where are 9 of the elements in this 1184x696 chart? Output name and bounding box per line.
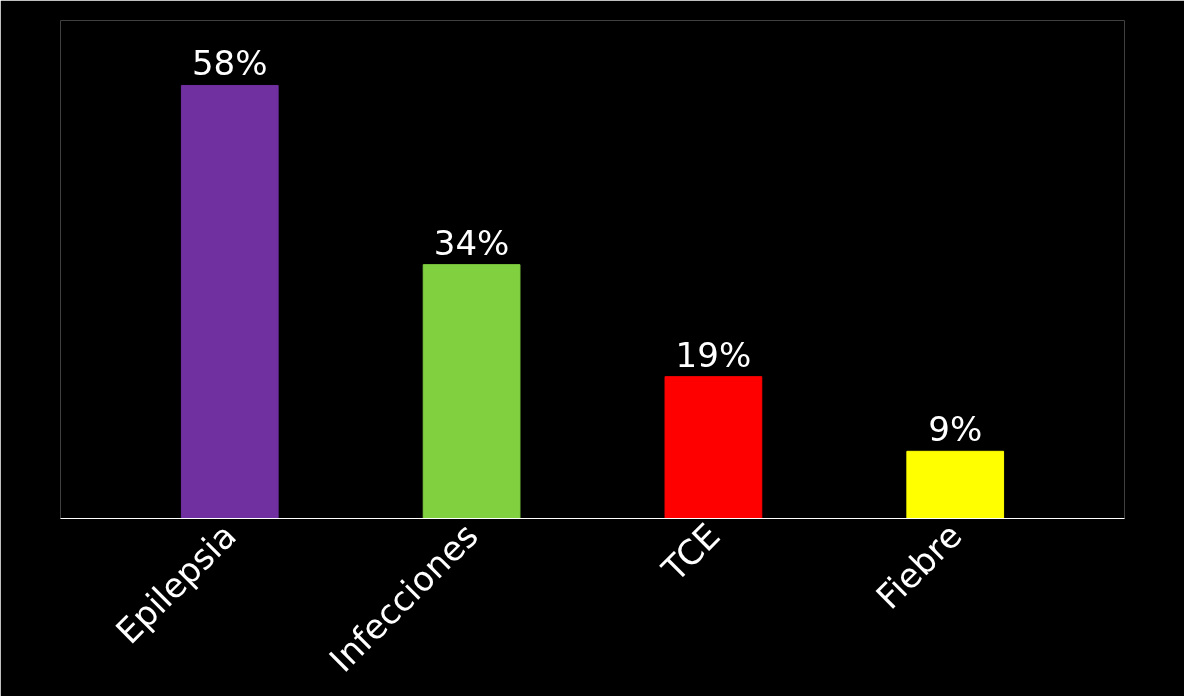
bar	[422, 264, 521, 519]
bar	[664, 376, 763, 519]
bar	[180, 84, 279, 519]
data-label: 58%	[191, 43, 268, 84]
x-tick-label: TCE	[653, 515, 728, 590]
data-label: 19%	[675, 334, 752, 375]
bar	[906, 450, 1005, 519]
data-label: 9%	[928, 409, 983, 450]
data-label: 34%	[433, 222, 510, 263]
